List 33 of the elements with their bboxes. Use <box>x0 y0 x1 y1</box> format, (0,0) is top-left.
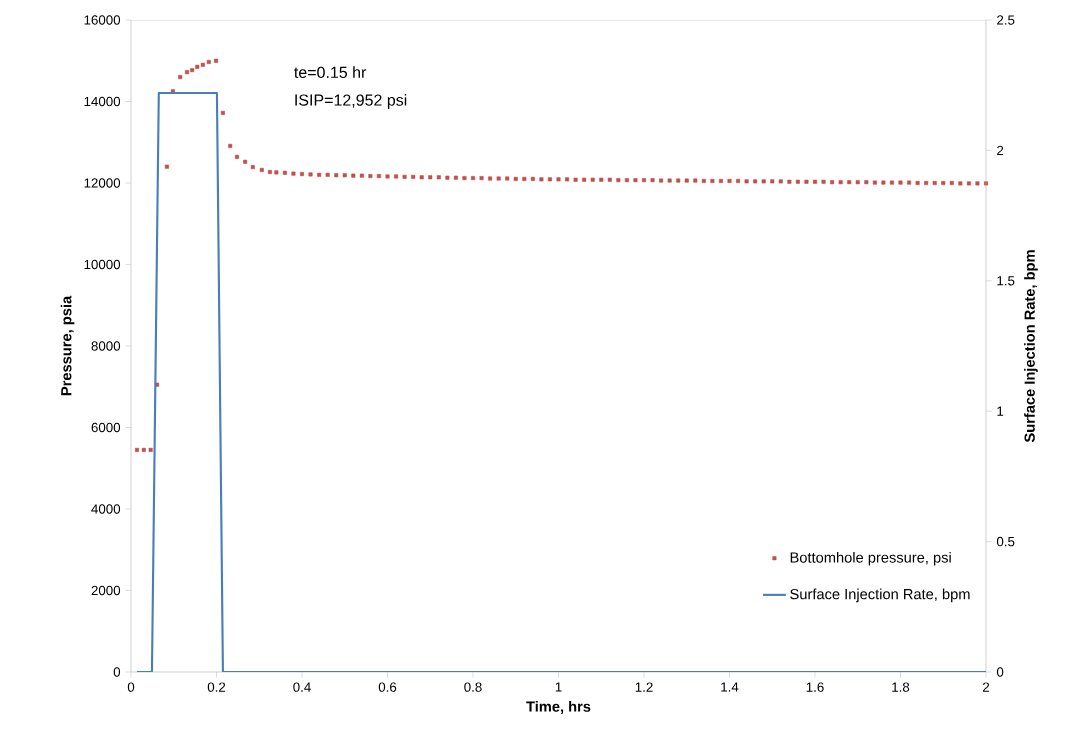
annotation: ISIP=12,952 psi <box>295 94 407 109</box>
annotation: te=0.15 hr <box>294 66 367 79</box>
y-tick-label: 0 <box>113 667 121 677</box>
y-tick-label: 14000 <box>84 96 121 107</box>
y-tick-label: 16000 <box>84 15 121 25</box>
x-tick-label: 0.6 <box>378 682 397 692</box>
x-tick-label: 0.8 <box>464 682 482 692</box>
legend-label: Surface Injection Rate, bpm <box>790 588 970 603</box>
y2-axis-title: Surface Injection Rate, bpm <box>1024 250 1038 443</box>
y2-tick-label: 1.5 <box>997 276 1015 286</box>
x-axis-title: Time, hrs <box>526 700 591 714</box>
x-tick-label: 0.2 <box>207 682 226 692</box>
y2-tick-label: 0.5 <box>996 536 1015 547</box>
y-tick-label: 6000 <box>91 422 121 433</box>
x-tick-label: 1.4 <box>721 682 739 692</box>
x-tick-label: 0.4 <box>293 682 311 692</box>
x-tick-label: 1.8 <box>892 682 910 692</box>
y2-tick-label: 0 <box>996 667 1004 677</box>
y2-tick-label: 1 <box>997 406 1004 416</box>
y-tick-label: 8000 <box>91 341 121 351</box>
y-tick-label: 10000 <box>84 259 121 270</box>
legend-label: Bottomhole pressure, psi <box>790 551 951 566</box>
y-tick-label: 4000 <box>91 504 121 514</box>
x-tick-label: 2 <box>982 682 990 692</box>
x-tick-label: 1.2 <box>635 682 653 692</box>
x-tick-label: 1.6 <box>806 682 824 692</box>
y2-tick-label: 2.5 <box>997 15 1015 25</box>
y2-tick-label: 2 <box>997 145 1004 156</box>
y-tick-label: 12000 <box>84 178 121 188</box>
y-axis-title: Pressure, psia <box>60 295 75 396</box>
x-tick-label: 1 <box>555 682 562 692</box>
x-tick-label: 0 <box>127 682 135 692</box>
y-tick-label: 2000 <box>91 585 121 596</box>
